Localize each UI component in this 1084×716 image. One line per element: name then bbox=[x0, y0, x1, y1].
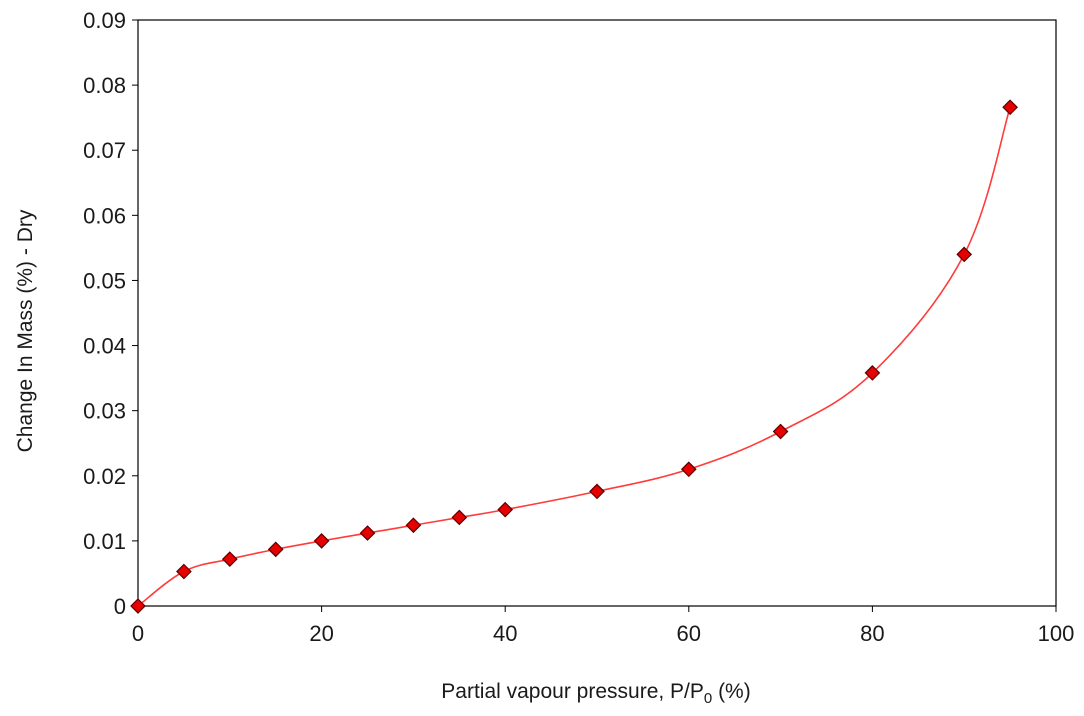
data-point-diamond bbox=[1002, 99, 1018, 116]
y-tick-label: 0.04 bbox=[83, 334, 126, 359]
x-tick-label: 20 bbox=[309, 621, 333, 646]
data-point-diamond bbox=[589, 483, 605, 500]
x-tick-label: 100 bbox=[1038, 621, 1075, 646]
x-tick-labels: 0 20 40 60 80 100 bbox=[132, 621, 1074, 646]
data-point-diamond bbox=[313, 533, 330, 549]
data-point-diamond bbox=[359, 525, 376, 541]
data-markers bbox=[130, 99, 1018, 614]
axes bbox=[137, 19, 1057, 607]
data-point-diamond bbox=[267, 541, 284, 558]
y-tick-label: 0 bbox=[114, 594, 126, 619]
x-tick-label: 0 bbox=[132, 621, 144, 646]
series-line-layer bbox=[137, 107, 1011, 607]
data-point-diamond bbox=[451, 509, 468, 526]
data-point-diamond bbox=[130, 598, 146, 614]
data-point-diamond bbox=[221, 551, 238, 567]
y-tick-label: 0.08 bbox=[83, 73, 126, 98]
data-point-diamond bbox=[680, 461, 697, 478]
data-point-diamond bbox=[497, 501, 514, 518]
x-tick-label: 60 bbox=[677, 621, 701, 646]
y-tick-label: 0.03 bbox=[83, 399, 126, 424]
x-axis-title: Partial vapour pressure, P/P0 (%) bbox=[441, 680, 750, 707]
data-point-diamond bbox=[772, 423, 789, 440]
x-axis-title-subscript: 0 bbox=[704, 690, 712, 707]
x-tick-label: 40 bbox=[493, 621, 517, 646]
tick-marks bbox=[132, 19, 1057, 612]
data-point-diamond bbox=[176, 563, 192, 580]
data-point-diamond bbox=[864, 365, 881, 381]
y-tick-label: 0.06 bbox=[83, 203, 126, 228]
y-axis-title: Change In Mass (%) - Dry bbox=[14, 209, 37, 452]
y-tick-label: 0.01 bbox=[83, 529, 126, 554]
y-tick-label: 0.09 bbox=[83, 8, 126, 33]
y-tick-label: 0.05 bbox=[83, 268, 126, 293]
y-tick-label: 0.07 bbox=[83, 138, 126, 163]
data-point-diamond bbox=[956, 246, 973, 263]
series-line bbox=[137, 107, 1011, 607]
x-tick-label: 80 bbox=[860, 621, 884, 646]
y-tick-labels: 0 0.01 0.02 0.03 0.04 0.05 0.06 0.07 0.08 0.09 bbox=[83, 8, 126, 619]
data-point-diamond bbox=[405, 517, 422, 534]
plot-area-frame bbox=[137, 19, 1057, 607]
y-tick-label: 0.02 bbox=[83, 464, 126, 489]
